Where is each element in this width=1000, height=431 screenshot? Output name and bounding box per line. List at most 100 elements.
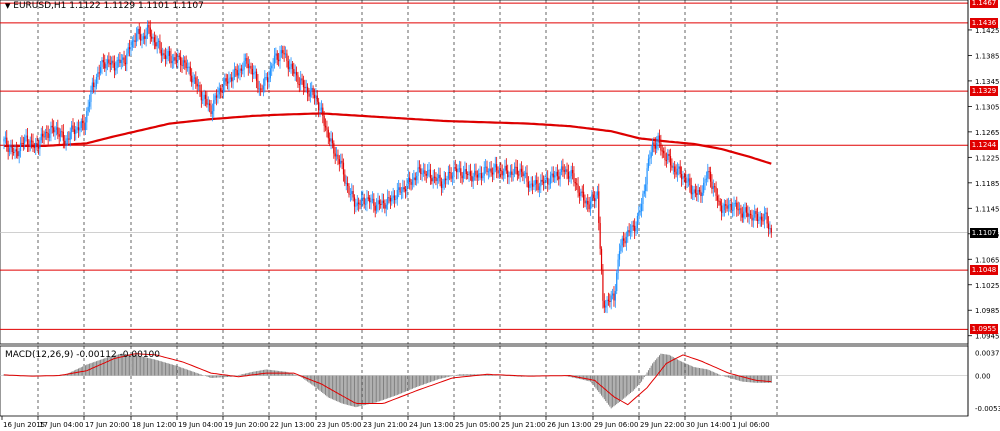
macd-signal-line	[3, 353, 772, 406]
candle-body	[326, 127, 328, 130]
candle-body	[529, 184, 531, 188]
candle-body	[614, 290, 616, 301]
candle-body	[18, 151, 20, 157]
candle-body	[151, 36, 153, 39]
candle-body	[501, 171, 503, 176]
candle-body	[687, 178, 690, 182]
candle-body	[374, 205, 376, 211]
candle-body	[304, 87, 306, 89]
candle-body	[164, 54, 167, 59]
candle-body	[665, 159, 667, 161]
candle-body	[613, 293, 615, 301]
price-tick-label: 1.1425	[975, 27, 1000, 35]
candle-body	[574, 182, 576, 184]
candle-body	[195, 77, 197, 84]
candle-body	[3, 138, 5, 142]
candle-body	[562, 166, 564, 171]
candle-body	[554, 175, 556, 178]
candle-body	[37, 146, 40, 149]
candle-body	[280, 50, 282, 54]
candle-body	[222, 84, 225, 93]
candle-body	[356, 202, 358, 206]
candle-body	[385, 204, 387, 209]
triangle-down-icon[interactable]: ▼	[5, 2, 11, 10]
candle-body	[759, 216, 761, 220]
candle-body	[389, 197, 391, 202]
candle-body	[577, 184, 579, 193]
macd-indicator-area[interactable]	[0, 345, 969, 417]
candle-body	[585, 200, 587, 204]
candle-body	[90, 90, 92, 102]
candle-body	[315, 95, 317, 99]
candle-body	[603, 300, 605, 308]
candle-body	[507, 170, 509, 178]
candle-body	[243, 60, 245, 70]
candle-body	[131, 40, 133, 48]
candle-body	[86, 111, 88, 123]
candle-body	[247, 63, 249, 69]
candle-body	[367, 197, 369, 199]
candle-body	[515, 166, 517, 168]
candle-body	[8, 148, 11, 153]
candle-body	[765, 212, 767, 214]
candle-body	[447, 171, 449, 179]
candle-body	[424, 170, 426, 174]
candle-body	[206, 98, 208, 105]
candle-body	[498, 169, 501, 174]
candle-body	[287, 61, 289, 70]
candle-body	[563, 170, 565, 172]
candle-body	[68, 138, 70, 140]
candle-body	[370, 200, 372, 203]
candle-body	[450, 172, 452, 179]
candle-body	[711, 181, 713, 190]
candle-body	[589, 201, 592, 210]
candle-body	[15, 149, 18, 152]
candle-body	[239, 68, 241, 73]
candle-body	[102, 60, 104, 63]
candle-body	[329, 138, 331, 142]
candle-body	[233, 68, 236, 78]
candle-body	[610, 295, 612, 302]
macd-tick-label: -0.00538	[975, 405, 1000, 413]
candle-body	[246, 57, 248, 64]
level-price-tag: 1.1329	[970, 86, 998, 97]
macd-tick-label: 0.00376	[975, 350, 1000, 358]
candle-body	[244, 57, 247, 61]
candle-body	[639, 211, 641, 213]
candle-body	[395, 199, 397, 201]
candle-body	[461, 175, 463, 179]
candle-body	[675, 171, 677, 175]
candle-body	[570, 169, 572, 177]
time-tick-label: 26 Jun 13:00	[547, 421, 591, 429]
candle-body	[591, 194, 593, 202]
candle-body	[255, 71, 258, 81]
candle-body	[663, 150, 665, 154]
candle-body	[578, 192, 581, 197]
candle-body	[308, 93, 310, 97]
candle-body	[671, 165, 673, 168]
candle-body	[700, 191, 702, 197]
candle-body	[322, 107, 324, 116]
candle-body	[214, 95, 216, 101]
candle-body	[156, 41, 158, 47]
candle-body	[451, 175, 454, 179]
candle-body	[235, 68, 237, 71]
candle-body	[166, 56, 168, 59]
candle-body	[618, 251, 621, 260]
candle-body	[674, 166, 676, 172]
candle-body	[567, 172, 570, 179]
candle-body	[344, 174, 346, 184]
candle-body	[338, 159, 340, 164]
candle-body	[588, 204, 590, 210]
candle-body	[533, 184, 535, 187]
candle-body	[429, 169, 432, 179]
macd-label: MACD(12,26,9) -0.00112 -0.00100	[5, 350, 161, 360]
candle-body	[453, 167, 455, 176]
candle-body	[496, 164, 498, 171]
candle-body	[752, 217, 754, 221]
candle-body	[302, 80, 305, 88]
candle-body	[449, 171, 451, 173]
candle-body	[71, 125, 73, 133]
candle-body	[146, 24, 149, 36]
